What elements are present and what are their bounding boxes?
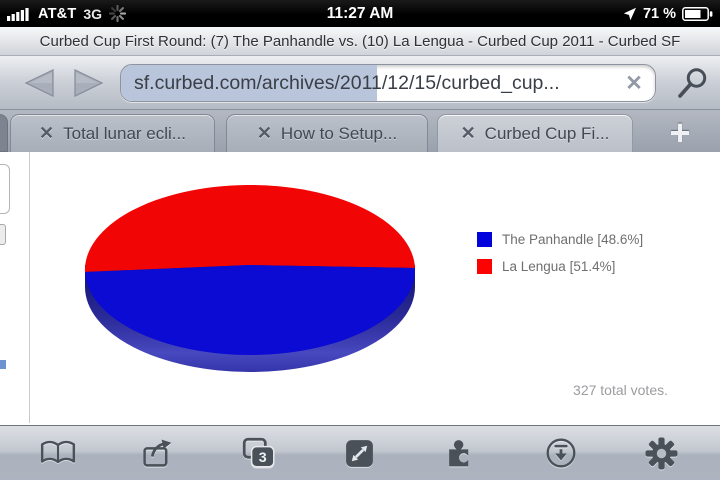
url-text[interactable]: sf.curbed.com/archives/2011/12/15/curbed… [134, 72, 560, 94]
legend-item-la-lengua: La Lengua [51.4%] [477, 259, 643, 274]
clock: 11:27 AM [326, 4, 394, 22]
downloads-button[interactable] [537, 430, 585, 476]
search-icon [678, 68, 707, 98]
puzzle-icon [449, 439, 469, 466]
tab-label: How to Setup... [280, 123, 398, 143]
network-label: 3G [83, 5, 103, 22]
back-button[interactable] [20, 67, 58, 99]
bookmarks-button[interactable] [34, 430, 82, 476]
battery-icon [682, 6, 713, 21]
status-bar: AT&T 3G 11:27 AM 71 % [0, 0, 720, 27]
pages-icon: 3 [243, 437, 275, 468]
carrier-label: AT&T [38, 5, 77, 22]
page-load-progress [121, 65, 378, 101]
legend-swatch-blue [477, 232, 492, 247]
pie-chart [84, 184, 416, 372]
signal-bars-icon [7, 7, 29, 21]
partial-tab[interactable] [0, 114, 8, 152]
settings-button[interactable] [638, 430, 686, 476]
clipped-button-fragment [0, 224, 6, 245]
tab-curbed-cup-active[interactable]: ✕ Curbed Cup Fi... [437, 114, 633, 152]
tab-close-icon[interactable]: ✕ [256, 123, 272, 143]
tab-close-icon[interactable]: ✕ [460, 123, 476, 143]
forward-arrow-icon [74, 69, 104, 97]
fullscreen-button[interactable] [336, 430, 384, 476]
tabs-pages-button[interactable]: 3 [235, 430, 283, 476]
legend-label: The Panhandle [48.6%] [502, 232, 644, 247]
legend-label: La Lengua [51.4%] [502, 259, 616, 274]
clipped-link-fragment [0, 360, 6, 369]
pie-slice-the-panhandle [85, 265, 416, 356]
navigation-bar: sf.curbed.com/archives/2011/12/15/curbed… [0, 56, 720, 110]
tab-how-to-setup[interactable]: ✕ How to Setup... [226, 114, 428, 152]
battery-percent: 71 % [642, 5, 676, 22]
pages-count-badge: 3 [259, 450, 267, 466]
gear-icon [645, 437, 678, 469]
forward-button[interactable] [70, 67, 108, 99]
bottom-toolbar: 3 [0, 425, 720, 480]
fullscreen-icon [346, 439, 374, 467]
page-title-bar: Curbed Cup First Round: (7) The Panhandl… [0, 27, 720, 56]
share-icon [143, 439, 172, 467]
legend-item-the-panhandle: The Panhandle [48.6%] [477, 232, 643, 247]
address-bar[interactable]: sf.curbed.com/archives/2011/12/15/curbed… [120, 64, 656, 102]
plus-icon: + [669, 112, 691, 153]
back-arrow-icon [24, 69, 54, 97]
download-icon [546, 438, 576, 468]
clear-url-button[interactable]: ✕ [619, 65, 649, 101]
loading-spinner-icon [109, 5, 127, 22]
web-content: The Panhandle [48.6%] La Lengua [51.4%] … [0, 152, 720, 425]
location-arrow-icon [623, 7, 636, 20]
tab-total-lunar-eclipse[interactable]: ✕ Total lunar ecli... [10, 114, 215, 152]
clipped-widget-fragment [0, 164, 10, 214]
clear-icon: ✕ [625, 72, 643, 95]
page-title: Curbed Cup First Round: (7) The Panhandl… [39, 32, 681, 50]
tab-label: Curbed Cup Fi... [484, 123, 610, 143]
tab-label: Total lunar ecli... [63, 123, 186, 143]
book-icon [41, 440, 76, 464]
legend-swatch-red [477, 259, 492, 274]
plugins-button[interactable] [437, 430, 485, 476]
page-border-fragment [29, 152, 30, 423]
tab-bar: ✕ Total lunar ecli... ✕ How to Setup... … [0, 110, 720, 152]
chart-legend: The Panhandle [48.6%] La Lengua [51.4%] [477, 232, 643, 274]
pie-slice-la-lengua [84, 184, 415, 272]
new-tab-button[interactable]: + [648, 114, 712, 152]
tab-close-icon[interactable]: ✕ [39, 123, 55, 143]
share-button[interactable] [135, 430, 183, 476]
search-button[interactable] [672, 66, 712, 102]
total-votes-label: 327 total votes. [573, 382, 668, 398]
